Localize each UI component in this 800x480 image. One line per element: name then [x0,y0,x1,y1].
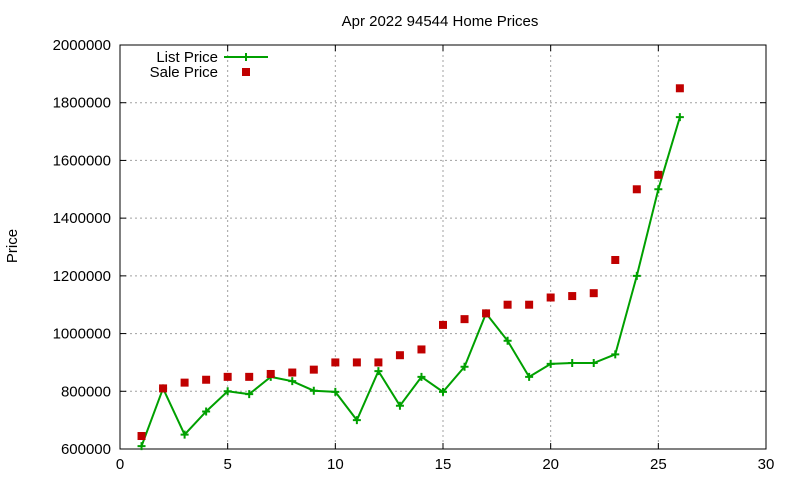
list-price-point [352,416,361,425]
y-tick-label: 1600000 [53,152,111,169]
sale-price-point [611,255,620,264]
sale-price-point [395,351,404,360]
list-price-point [675,113,684,122]
x-tick-label: 25 [650,456,667,473]
y-tick-label: 1200000 [53,268,111,285]
list-price-point [245,390,254,399]
y-tick-label: 1800000 [53,95,111,112]
legend-list-price-marker [242,53,250,61]
list-price-point [288,377,297,386]
list-price-point [395,401,404,410]
sale-price-point [482,309,491,318]
list-price-point [611,350,620,359]
list-price-point [202,407,211,416]
sale-price-point [266,369,275,378]
data-series [137,84,684,451]
sale-price-point [159,384,168,393]
list-price-point [439,387,447,396]
sale-price-point [503,300,512,309]
chart-title: Apr 2022 94544 Home Prices [342,13,539,30]
x-tick-label: 10 [327,456,344,473]
list-price-point [223,387,232,396]
list-price-point [589,359,598,368]
sale-price-point [589,289,598,298]
list-price-point [525,372,534,381]
y-tick-label: 800000 [61,383,111,400]
list-price-point [180,430,189,439]
sale-price-point [331,358,340,367]
x-tick-label: 15 [435,456,452,473]
y-tick-label: 1000000 [53,326,111,343]
grid-lines [120,45,766,449]
sale-price-point [245,372,254,381]
list-price-point [503,336,512,345]
sale-price-point [180,378,189,387]
list-price-point [632,271,641,280]
sale-price-point [439,320,447,329]
list-price-point [568,359,577,368]
list-price-point [654,185,663,194]
sale-price-point [352,358,361,367]
list-price-point [374,367,383,376]
x-tick-label: 20 [542,456,559,473]
x-tick-label: 0 [116,456,124,473]
sale-price-point [632,185,641,194]
x-tick-label: 30 [758,456,775,473]
legend-label: Sale Price [150,64,218,81]
list-price-point [417,372,426,381]
list-price-point [137,442,146,451]
list-price-point [331,387,340,396]
sale-price-point [223,372,232,381]
sale-price-point [675,84,684,93]
axes [119,44,767,450]
sale-price-point [137,432,146,441]
sale-price-point [654,170,663,179]
y-axis-label: Price [4,229,21,263]
sale-price-point [525,300,534,309]
sale-price-point [460,315,469,324]
sale-price-point [417,345,426,354]
sale-price-point [546,293,555,302]
sale-price-point [309,365,318,374]
legend-sale-price-marker [242,68,250,76]
tick-labels: 0 5 10 15 20 25 30 600000 800000 1000000 1200000 14… [53,37,775,473]
list-price-point [546,359,555,368]
legend-label: List Price [156,49,218,66]
x-tick-label: 5 [223,456,231,473]
y-tick-label: 1400000 [53,210,111,227]
list-price-point [460,362,469,371]
y-tick-label: 2000000 [53,37,111,54]
list-price-point [309,386,318,395]
sale-price-point [288,368,297,377]
y-tick-label: 600000 [61,441,111,458]
sale-price-point [374,358,383,367]
sale-price-point [202,375,211,384]
sale-price-point [568,292,577,301]
